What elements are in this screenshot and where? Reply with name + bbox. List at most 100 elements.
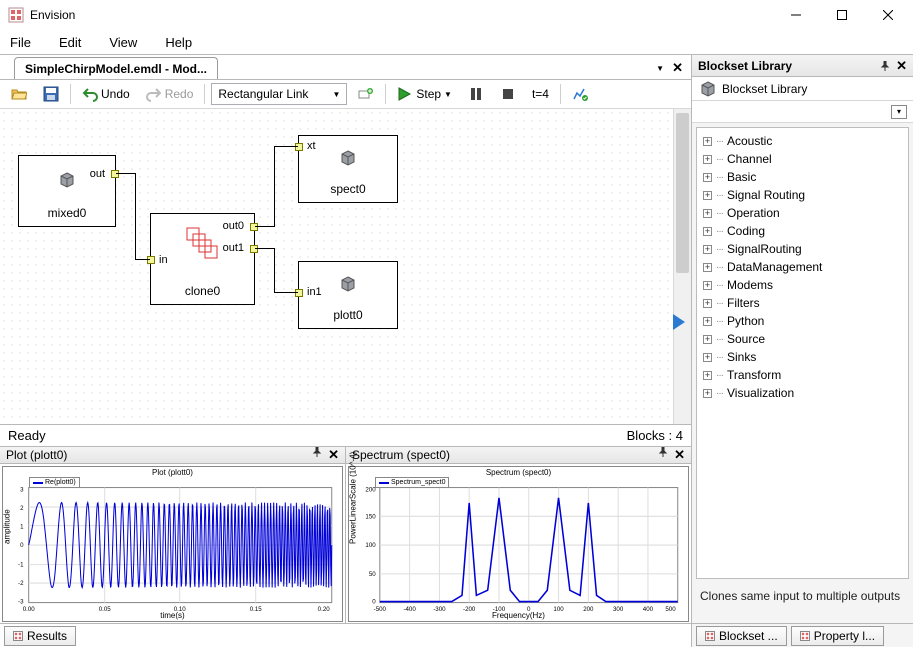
tree-item[interactable]: +···Acoustic — [699, 132, 906, 150]
results-icon — [13, 631, 23, 641]
block-clone0[interactable]: clone0 in out0 out1 — [150, 213, 255, 305]
close-icon[interactable]: ✕ — [674, 447, 685, 463]
undo-button[interactable]: Undo — [77, 82, 135, 106]
expand-icon[interactable]: + — [703, 227, 712, 236]
tree-item-label: Coding — [727, 224, 765, 238]
menu-help[interactable]: Help — [165, 35, 192, 50]
block-plott0[interactable]: plott0 in1 — [298, 261, 398, 329]
tree-item[interactable]: +···Modems — [699, 276, 906, 294]
results-tab[interactable]: Results — [4, 626, 76, 646]
port-out0[interactable] — [250, 223, 258, 231]
menu-edit[interactable]: Edit — [59, 35, 81, 50]
expand-icon[interactable]: + — [703, 281, 712, 290]
pin-icon[interactable] — [658, 447, 668, 457]
maximize-button[interactable] — [819, 0, 865, 30]
expand-icon[interactable]: + — [703, 389, 712, 398]
expand-icon[interactable]: + — [703, 173, 712, 182]
document-tab[interactable]: SimpleChirpModel.emdl - Mod... — [14, 57, 218, 79]
tree-item[interactable]: +···Filters — [699, 294, 906, 312]
port-out[interactable] — [111, 170, 119, 178]
blockset-tab-icon — [705, 631, 715, 641]
port-label-out1: out1 — [223, 242, 244, 254]
sidebar-header[interactable]: Blockset Library ✕ — [692, 55, 913, 77]
expand-icon[interactable]: + — [703, 317, 712, 326]
plot-chart[interactable]: Plot (plott0) Re(plott0) -3-2-10123 0.00… — [2, 466, 343, 622]
tab-close-icon[interactable]: ✕ — [672, 60, 683, 76]
wire — [274, 146, 298, 147]
port-in[interactable] — [147, 256, 155, 264]
close-icon[interactable]: ✕ — [328, 447, 339, 463]
pin-icon[interactable] — [880, 61, 890, 71]
sidebar-dropdown-button[interactable]: ▾ — [891, 105, 907, 119]
category-tree[interactable]: +···Acoustic+···Channel+···Basic+···Sign… — [696, 127, 909, 579]
stop-button[interactable] — [495, 82, 521, 106]
tree-item-label: Sinks — [727, 350, 756, 364]
block-label: spect0 — [299, 182, 397, 196]
spectrum-xlabel: Frequency(Hz) — [349, 611, 688, 620]
tree-item-label: Transform — [727, 368, 781, 382]
canvas-scrollbar[interactable] — [673, 109, 691, 424]
pause-button[interactable] — [463, 82, 489, 106]
tree-item[interactable]: +···Channel — [699, 150, 906, 168]
block-mixed0[interactable]: mixed0 out — [18, 155, 116, 227]
chart-check-button[interactable] — [567, 82, 593, 106]
tree-item[interactable]: +···Operation — [699, 204, 906, 222]
expand-icon[interactable]: + — [703, 155, 712, 164]
spectrum-panel-header[interactable]: Spectrum (spect0) ✕ — [346, 447, 691, 464]
menu-view[interactable]: View — [109, 35, 137, 50]
tree-item[interactable]: +···Sinks — [699, 348, 906, 366]
expand-icon[interactable]: + — [703, 137, 712, 146]
port-label-in1: in1 — [307, 286, 322, 298]
pin-icon[interactable] — [312, 447, 322, 457]
cube-icon — [700, 81, 716, 97]
tree-item-label: Operation — [727, 206, 780, 220]
svg-text:-2: -2 — [18, 580, 24, 587]
menu-file[interactable]: File — [10, 35, 31, 50]
expand-icon[interactable]: + — [703, 263, 712, 272]
tree-item[interactable]: +···SignalRouting — [699, 240, 906, 258]
tree-item-label: DataManagement — [727, 260, 822, 274]
add-link-button[interactable] — [353, 82, 379, 106]
expand-icon[interactable]: + — [703, 191, 712, 200]
redo-button[interactable]: Redo — [141, 82, 199, 106]
wire — [255, 226, 275, 227]
expand-icon[interactable]: + — [703, 353, 712, 362]
save-button[interactable] — [38, 82, 64, 106]
app-icon — [8, 7, 24, 23]
play-step-button[interactable]: Step ▼ — [392, 82, 457, 106]
tree-item[interactable]: +···Basic — [699, 168, 906, 186]
open-button[interactable] — [6, 82, 32, 106]
tree-item[interactable]: +···Visualization — [699, 384, 906, 402]
port-in1[interactable] — [295, 289, 303, 297]
wire — [255, 248, 275, 249]
expand-icon[interactable]: + — [703, 371, 712, 380]
close-icon[interactable]: ✕ — [896, 58, 907, 74]
tree-item[interactable]: +···Coding — [699, 222, 906, 240]
expand-icon[interactable]: + — [703, 245, 712, 254]
port-label-out0: out0 — [223, 220, 244, 232]
tree-item[interactable]: +···DataManagement — [699, 258, 906, 276]
property-tab-label: Property l... — [814, 629, 875, 643]
link-mode-label: Rectangular Link — [218, 87, 308, 101]
property-tab[interactable]: Property l... — [791, 626, 884, 646]
svg-text:50: 50 — [369, 571, 376, 578]
expand-icon[interactable]: + — [703, 209, 712, 218]
plot-panel-header[interactable]: Plot (plott0) ✕ — [0, 447, 345, 464]
link-mode-select[interactable]: Rectangular Link ▼ — [211, 83, 347, 105]
minimize-button[interactable] — [773, 0, 819, 30]
port-out1[interactable] — [250, 245, 258, 253]
tree-item[interactable]: +···Transform — [699, 366, 906, 384]
expand-icon[interactable]: + — [703, 335, 712, 344]
tab-dropdown-icon[interactable]: ▼ — [656, 64, 664, 73]
tree-item[interactable]: +···Signal Routing — [699, 186, 906, 204]
blockset-tab[interactable]: Blockset ... — [696, 626, 787, 646]
tree-item[interactable]: +···Source — [699, 330, 906, 348]
time-label: t=4 — [532, 87, 549, 101]
close-button[interactable] — [865, 0, 911, 30]
block-spect0[interactable]: spect0 xt — [298, 135, 398, 203]
spectrum-chart[interactable]: Spectrum (spect0) Spectrum_spect0 050100… — [348, 466, 689, 622]
expand-icon[interactable]: + — [703, 299, 712, 308]
port-xt[interactable] — [295, 143, 303, 151]
model-canvas[interactable]: mixed0 out clone0 in out0 out1 — [0, 109, 669, 424]
tree-item[interactable]: +···Python — [699, 312, 906, 330]
